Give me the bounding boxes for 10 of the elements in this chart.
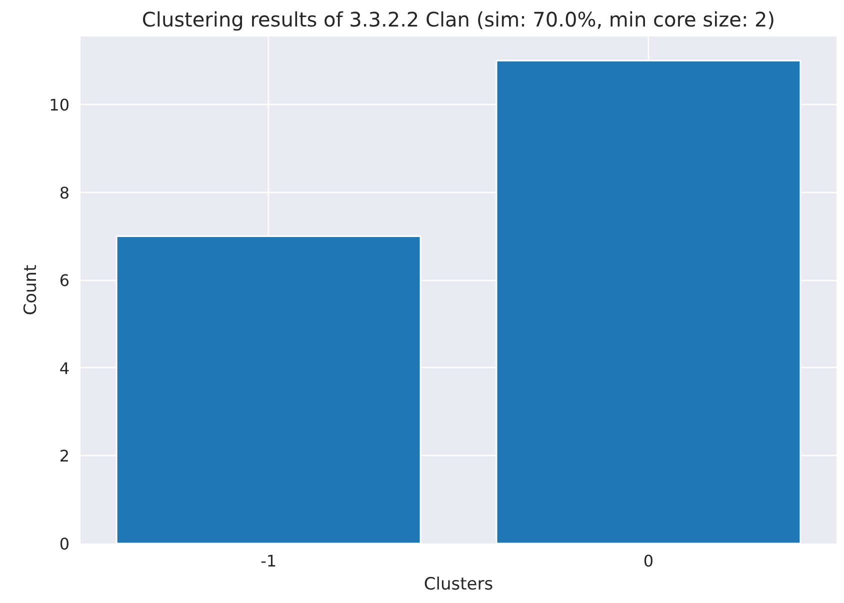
y-tick-label: 2 <box>59 446 70 466</box>
y-tick-label: 4 <box>59 358 70 378</box>
y-tick-label: 0 <box>59 534 70 554</box>
x-axis-title: Clusters <box>424 574 494 594</box>
y-tick-label: 10 <box>49 96 70 115</box>
y-axis-title: Count <box>21 264 42 316</box>
x-tick-label: -1 <box>260 552 277 570</box>
y-tick-label: 6 <box>59 271 70 290</box>
chart-title: Clustering results of 3.3.2.2 Clan (sim: 70.0%, min core size: 2) <box>142 8 776 32</box>
y-tick-label: 8 <box>59 183 70 202</box>
